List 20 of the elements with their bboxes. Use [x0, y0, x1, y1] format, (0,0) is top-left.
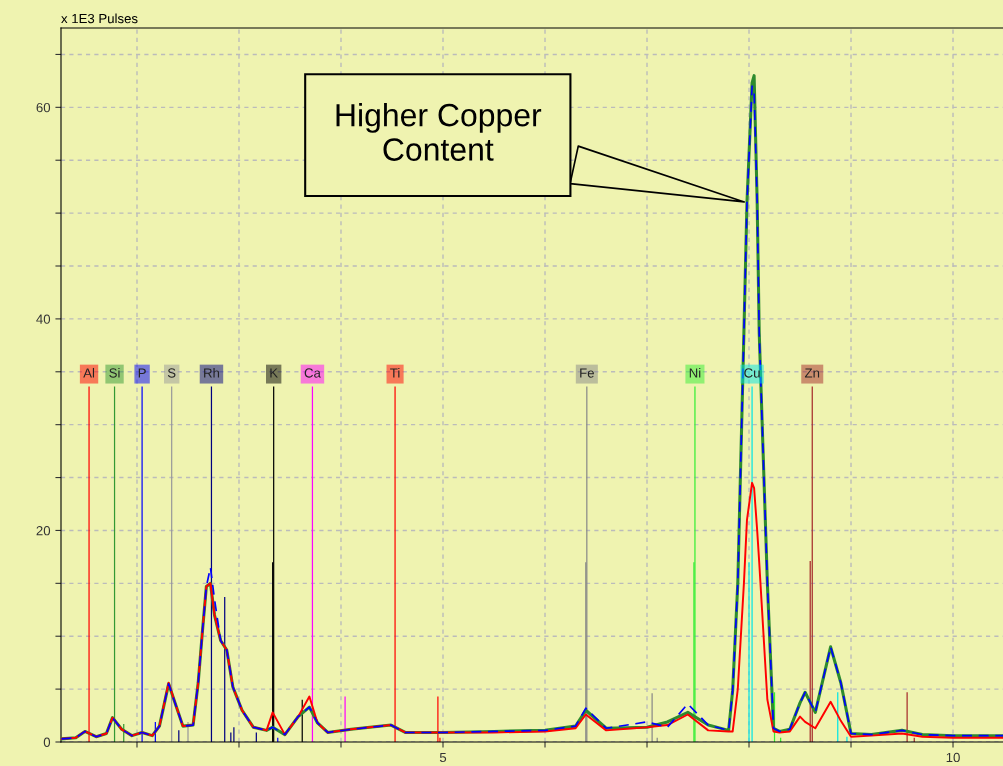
data-label: Fe — [580, 368, 594, 378]
y-axis-title: x 1E3 Pulses — [61, 13, 138, 24]
data-label: P — [138, 368, 146, 378]
data-label: Cu — [744, 368, 760, 378]
data-label: Al — [83, 367, 95, 378]
annotation: Higher Copper Content — [336, 103, 542, 161]
x-tick-label: 5 — [439, 752, 447, 763]
y-tick-label: 20 — [36, 526, 51, 536]
data-label: S — [167, 368, 176, 378]
y-tick-label: 40 — [36, 314, 51, 324]
data-label: Ti — [390, 367, 400, 378]
y-tick-label: 0 — [43, 737, 51, 747]
y-tick-label: 60 — [36, 102, 51, 113]
data-label: Ni — [689, 367, 701, 378]
data-label: Ca — [304, 368, 321, 378]
data-label: Zn — [804, 368, 820, 378]
data-label: Si — [109, 367, 120, 378]
x-tick-label: 10 — [946, 752, 960, 763]
data-label: Rh — [204, 367, 220, 378]
data-label: K — [270, 368, 278, 378]
